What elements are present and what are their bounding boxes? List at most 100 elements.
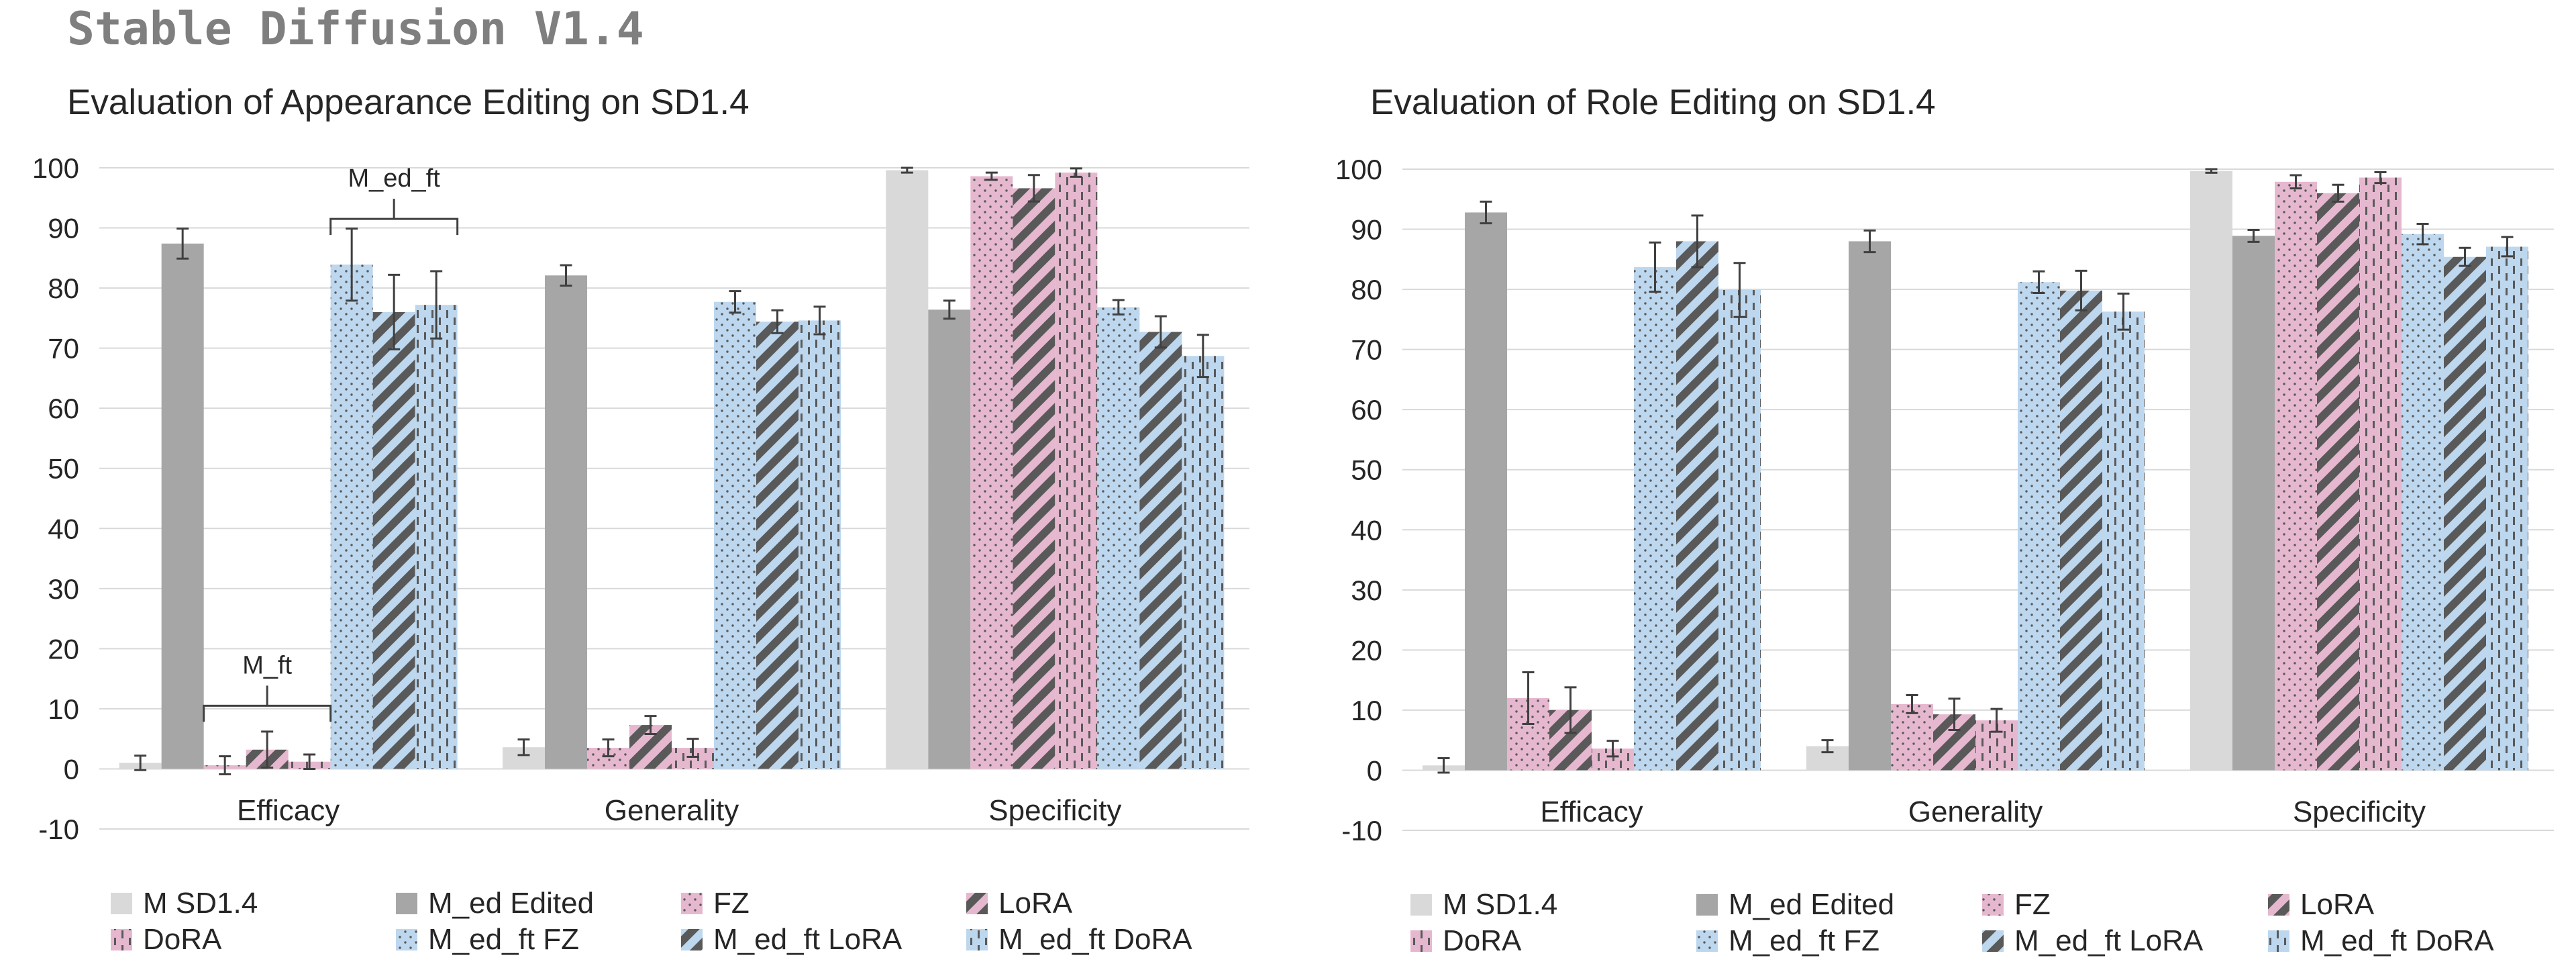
figure-heading: Stable Diffusion V1.4 [67,3,644,56]
y-tick-label: 30 [1351,575,1382,606]
y-tick-label: 50 [1351,454,1382,486]
error-bar-fz-generality [1906,694,1918,714]
legend-label: LoRA [998,887,1073,920]
legend-swatch [681,929,703,950]
legend-item-m-ed-ft-dora: M_ed_ft DoRA [966,923,1192,956]
bar-m-ed-ft-fz-specificity [2402,234,2444,771]
error-bar-m-ed-ft-fz-specificity [1112,299,1125,315]
appearance-editing-chart: Evaluation of Appearance Editing on SD1.… [32,83,1249,956]
legend-label: M SD1.4 [143,887,258,920]
bar-lora-specificity [2317,193,2359,771]
legend-swatch [966,929,988,950]
y-tick-label: 70 [48,333,79,364]
legend-label: M_ed_ft FZ [1729,924,1879,957]
error-bar-m-ed-ft-dora-specificity [1196,334,1209,379]
legend-item-m-ed-ft-fz: M_ed_ft FZ [1696,924,1879,957]
error-bar-m-ed-edited-efficacy [176,227,189,260]
error-bar-m-sd1-4-efficacy [134,754,147,771]
error-bar-m-ed-ft-dora-generality [2117,292,2130,331]
error-bar-m-ed-edited-generality [1863,229,1876,254]
legend-swatch [111,893,132,914]
y-tick-label: 90 [48,213,79,244]
bar-m-ed-ft-dora-efficacy [1718,289,1761,771]
y-tick-label: 60 [1351,394,1382,426]
error-bar-m-ed-ft-lora-efficacy [388,273,401,350]
legend-label: DoRA [143,923,222,956]
y-tick-label: 80 [48,273,79,304]
legend-label: M_ed_ft DoRA [2300,924,2494,957]
error-bar-m-ed-ft-fz-specificity [2416,222,2429,246]
error-bar-m-ed-ft-lora-specificity [2459,246,2471,267]
legend-swatch [1982,894,2004,916]
legend-swatch [1696,894,1718,916]
error-bar-m-ed-ft-dora-efficacy [430,270,443,340]
bar-m-ed-ft-dora-specificity [1182,356,1225,769]
x-category-label: Generality [1908,795,2043,828]
y-tick-label: 0 [64,753,79,785]
legend-item-m-ed-ft-dora: M_ed_ft DoRA [2268,924,2494,957]
x-category-label: Efficacy [1540,795,1643,828]
y-tick-label: 10 [1351,695,1382,726]
bar-m-ed-edited-efficacy [1465,212,1507,771]
error-bar-m-ed-edited-specificity [943,299,956,320]
error-bar-m-sd1-4-specificity [900,166,913,174]
y-tick-label: 70 [1351,334,1382,366]
legend-item-m-ed-edited: M_ed Edited [396,887,594,920]
y-tick-label: 40 [1351,514,1382,546]
error-bar-m-sd1-4-efficacy [1437,757,1450,774]
error-bar-m-ed-ft-lora-specificity [1154,315,1167,349]
bar-m-ed-ft-lora-specificity [2444,256,2486,771]
error-bar-dora-generality [686,738,699,759]
legend-item-fz: FZ [1982,888,2051,921]
bar-m-ed-ft-fz-generality [714,301,756,769]
y-tick-label: 0 [1367,754,1382,786]
error-bar-dora-efficacy [1606,740,1619,758]
error-bar-m-ed-ft-fz-generality [729,290,741,314]
y-tick-label: 60 [48,393,79,424]
bar-dora-specificity [2359,177,2402,771]
error-bar-dora-efficacy [303,753,316,770]
error-bar-fz-generality [602,738,615,758]
legend-item-lora: LoRA [966,887,1073,920]
role-editing-chart: Evaluation of Role Editing on SD1.410090… [1335,83,2554,957]
error-bar-m-ed-ft-dora-efficacy [1733,262,1746,318]
legend-item-lora: LoRA [2268,888,2375,921]
bracket-m-ed-ft [329,199,459,236]
legend-item-dora: DoRA [111,923,222,956]
error-bar-fz-efficacy [1522,671,1535,726]
bar-m-ed-ft-lora-generality [2060,290,2102,771]
bar-m-ed-ft-fz-generality [2018,282,2060,771]
error-bar-m-ed-ft-lora-generality [2075,269,2088,311]
error-bar-fz-efficacy [219,755,231,776]
legend-item-fz: FZ [681,887,750,920]
bar-m-ed-ft-fz-specificity [1097,307,1140,769]
legend-swatch [396,893,417,914]
bar-m-ed-edited-generality [1849,241,1891,771]
y-tick-label: -10 [38,814,79,845]
error-bar-m-ed-ft-dora-specificity [2501,236,2514,258]
x-category-label: Efficacy [237,794,340,827]
y-tick-label: 20 [48,633,79,665]
y-tick-label: 100 [1335,154,1382,185]
bar-m-ed-edited-efficacy [161,243,204,769]
error-bar-m-ed-ft-lora-generality [771,309,784,334]
legend-swatch [966,893,988,914]
legend-item-dora: DoRA [1410,924,1522,957]
bar-m-ed-ft-dora-specificity [2486,246,2528,771]
bracket-label: M_ft [242,651,292,679]
x-category-label: Specificity [2293,795,2426,828]
legend-label: M SD1.4 [1443,888,1557,921]
legend-label: LoRA [2300,888,2375,921]
error-bar-m-sd1-4-generality [1821,739,1834,754]
bracket-label: M_ed_ft [348,164,441,193]
bar-m-ed-ft-fz-efficacy [1634,266,1676,771]
error-bar-lora-specificity [2332,183,2345,203]
error-bar-fz-specificity [985,171,998,181]
error-bar-m-ed-ft-dora-generality [813,305,826,336]
bar-fz-specificity [970,176,1013,769]
error-bar-lora-generality [644,715,657,736]
legend-label: FZ [2014,888,2051,921]
error-bar-m-ed-edited-generality [560,264,572,287]
bar-lora-specificity [1013,188,1055,769]
legend-label: M_ed_ft DoRA [998,923,1192,956]
